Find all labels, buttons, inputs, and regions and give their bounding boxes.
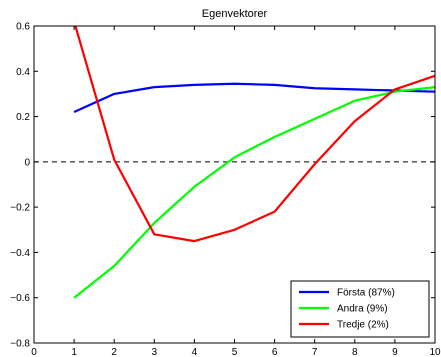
y-tick-label: −0.8	[10, 339, 30, 350]
series-line-2	[73, 86, 435, 299]
legend: Första (87%) Andra (9%) Tredje (2%)	[290, 280, 430, 338]
series-line-1	[73, 82, 435, 114]
y-tick-label: −0.2	[10, 203, 30, 214]
legend-label-3: Tredje (2%)	[337, 320, 389, 331]
x-tick-label: 8	[352, 347, 358, 357]
series-layer	[73, 26, 435, 299]
chart-title: Egenvektorer	[202, 8, 268, 20]
y-tick-label: 0.4	[16, 67, 30, 78]
x-tick-label: 1	[71, 347, 77, 357]
x-tick-label: 9	[392, 347, 398, 357]
x-tick-label: 4	[192, 347, 198, 357]
y-tick-label: −0.6	[10, 293, 30, 304]
x-tick-label: 2	[111, 347, 117, 357]
x-tick-label: 3	[152, 347, 158, 357]
x-tick-label: 6	[272, 347, 278, 357]
y-tick-label: 0.2	[16, 112, 30, 123]
x-tick-label: 5	[232, 347, 238, 357]
x-tick-label: 0	[31, 347, 37, 357]
ticks-layer: 0 1 2 3 4 5 6 7 8 9 10 −0.8 −0.6 −0.4 −0.2 0 0.2 0.4 0.6	[10, 22, 441, 357]
x-tick-label: 10	[429, 347, 441, 357]
y-tick-label: 0.6	[16, 22, 30, 33]
legend-label-2: Andra (9%)	[337, 304, 388, 315]
y-tick-label: −0.4	[10, 248, 30, 259]
series-line-3	[74, 26, 435, 243]
x-tick-label: 7	[312, 347, 318, 357]
y-tick-label: 0	[24, 157, 30, 168]
legend-label-1: Första (87%)	[337, 288, 395, 299]
